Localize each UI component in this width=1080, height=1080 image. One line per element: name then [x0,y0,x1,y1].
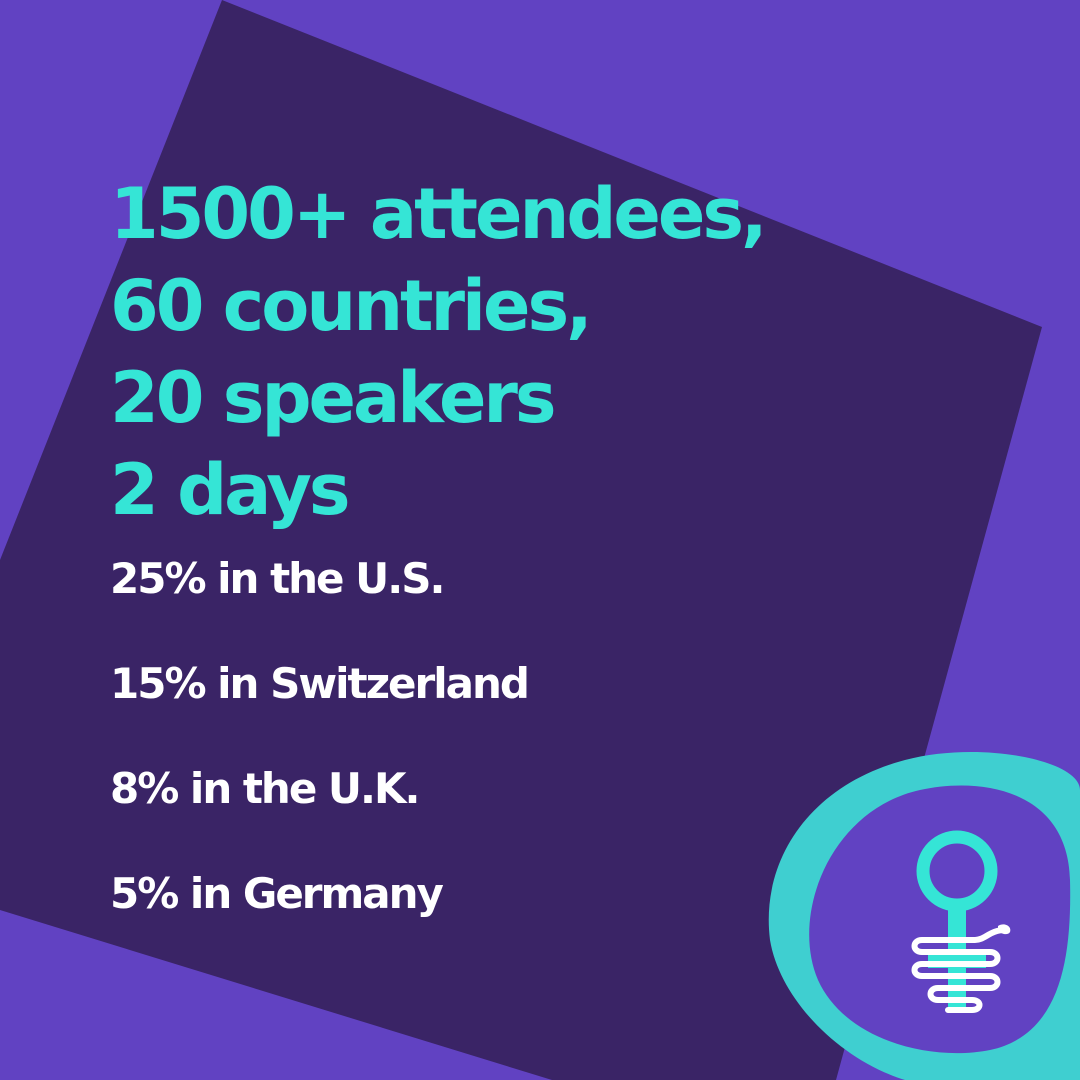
headline-countries: 60 countries, [110,265,593,347]
headline-speakers: 20 speakers [110,357,557,439]
country-stats-list: 25% in the U.S. 15% in Switzerland 8% in… [110,540,750,960]
purple-blob-inner [809,785,1071,1054]
logo-badge [768,751,1080,1080]
headline-days: 2 days [110,449,351,531]
stat-germany: 5% in Germany [110,869,444,918]
stat-switzerland: 15% in Switzerland [110,659,530,708]
headline-attendees: 1500+ attendees, [110,173,768,255]
tilted-dark-panel [0,0,1042,1080]
headline: 1500+ attendees, 60 countries, 20 speake… [110,168,810,536]
stat-us: 25% in the U.S. [110,554,445,603]
venus-snake-icon [911,830,1011,1013]
stat-uk: 8% in the U.K. [110,764,421,813]
